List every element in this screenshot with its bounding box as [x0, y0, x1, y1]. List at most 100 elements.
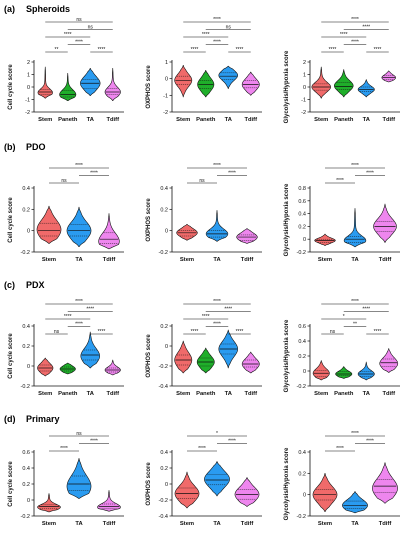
panel-c3: -0.2 0 0.2 0.4 0.6 Glycolysis/Hypoxia score St… — [284, 299, 400, 397]
x-tick-label: Stem — [180, 257, 194, 263]
y-tick-label: 0 — [165, 77, 168, 83]
panel-b1: -0.2 0 0.2 0.4 Cell cycle score Stem TA Tdiff ns… — [8, 163, 124, 263]
violin-ta — [357, 361, 375, 381]
y-tick-label: 0.2 — [298, 354, 306, 360]
panel-b2: -0.2 0 0.2 0.4 OXPHOS score Stem TA Tdiff ns ****… — [146, 163, 262, 263]
y-tick-label: -0.2 — [21, 250, 30, 256]
y-axis-label: Cell cycle score — [8, 461, 14, 507]
y-tick-label: 1 — [27, 73, 30, 79]
y-axis-label: Cell cycle score — [8, 333, 14, 379]
significance-label: **** — [329, 47, 337, 53]
x-tick-label: TA — [225, 117, 233, 123]
violin-tdiff — [236, 228, 258, 244]
x-tick-label: Tdiff — [106, 391, 119, 397]
section-title-d: Primary — [26, 414, 60, 424]
y-tick-label: 0.4 — [160, 186, 168, 192]
y-tick-label: 0 — [303, 493, 306, 499]
significance-label: **** — [366, 170, 374, 176]
y-tick-label: -1 — [301, 98, 306, 104]
y-axis-label: Glycolysis/Hypoxia score — [284, 183, 290, 256]
x-tick-label: Stem — [42, 257, 56, 263]
x-tick-label: Tdiff — [103, 521, 116, 527]
significance-label: **** — [362, 24, 370, 30]
panels-layer: -2 -1 0 1 2 Cell cycle score Stem Paneth TA Tdiff… — [8, 17, 400, 527]
violin-stem — [37, 66, 53, 99]
significance-label: **** — [340, 32, 348, 38]
y-tick-label: -0.4 — [159, 514, 168, 520]
significance-label: **** — [236, 329, 244, 335]
significance-label: **** — [60, 446, 68, 452]
x-tick-label: TA — [87, 117, 95, 123]
significance-label: ** — [353, 321, 357, 327]
significance-label: **** — [213, 299, 221, 305]
y-tick-label: 0 — [303, 237, 306, 243]
x-tick-label: Stem — [314, 117, 328, 123]
y-tick-label: -2 — [163, 110, 168, 116]
significance-label: ns — [88, 24, 94, 30]
y-tick-label: 0.4 — [22, 186, 30, 192]
y-tick-label: 0.4 — [22, 466, 30, 472]
y-tick-label: 1 — [165, 60, 168, 66]
y-tick-label: 0.6 — [298, 199, 306, 205]
y-tick-label: 2 — [303, 60, 306, 66]
x-tick-label: Stem — [176, 391, 190, 397]
x-tick-label: Tdiff — [382, 391, 395, 397]
section-label-d: (d) — [4, 414, 16, 424]
y-tick-label: 0 — [165, 482, 168, 488]
significance-label: **** — [228, 170, 236, 176]
y-tick-label: 0 — [27, 498, 30, 504]
x-tick-label: Tdiff — [244, 391, 257, 397]
significance-label: **** — [336, 178, 344, 184]
significance-label: **** — [236, 47, 244, 53]
y-tick-label: 0.2 — [22, 482, 30, 488]
section-title-b: PDO — [26, 142, 46, 152]
y-tick-label: 0 — [165, 344, 168, 350]
significance-label: ns — [226, 24, 232, 30]
y-axis-label: OXPHOS score — [146, 462, 152, 506]
significance-label: **** — [86, 306, 94, 312]
y-axis-label: OXPHOS score — [146, 198, 152, 242]
y-tick-label: 2 — [27, 60, 30, 66]
y-tick-label: -1 — [163, 93, 168, 99]
significance-label: **** — [75, 39, 83, 45]
violin-paneth — [197, 70, 215, 98]
section-title-c: PDX — [26, 280, 45, 290]
violin-paneth — [334, 69, 354, 98]
x-tick-label: Paneth — [58, 117, 78, 123]
x-tick-label: Tdiff — [382, 117, 395, 123]
x-tick-label: TA — [351, 521, 359, 527]
violin-ta — [218, 65, 238, 89]
violin-ta — [204, 461, 230, 497]
significance-label: **** — [351, 299, 359, 305]
y-tick-label: -0.2 — [297, 514, 306, 520]
x-tick-label: TA — [363, 117, 371, 123]
x-tick-label: Stem — [314, 391, 328, 397]
x-tick-label: Paneth — [196, 117, 216, 123]
x-tick-label: TA — [213, 257, 221, 263]
x-tick-label: Paneth — [58, 391, 78, 397]
violin-tdiff — [98, 213, 120, 250]
y-tick-label: 0.2 — [298, 224, 306, 230]
y-tick-label: -1 — [25, 98, 30, 104]
y-tick-label: 0.2 — [22, 344, 30, 350]
y-tick-label: 0.2 — [160, 324, 168, 330]
x-tick-label: Paneth — [196, 391, 216, 397]
x-tick-label: Tdiff — [244, 117, 257, 123]
significance-label: **** — [75, 299, 83, 305]
x-tick-label: Tdiff — [103, 257, 116, 263]
panel-a1: -2 -1 0 1 2 Cell cycle score Stem Paneth TA Tdiff… — [8, 17, 124, 123]
y-tick-label: -0.2 — [159, 364, 168, 370]
y-tick-label: -0.2 — [21, 514, 30, 520]
significance-label: **** — [98, 47, 106, 53]
violin-tdiff — [379, 348, 399, 373]
y-tick-label: 0.4 — [298, 450, 306, 456]
violin-stem — [174, 471, 200, 509]
violin-tdiff — [381, 70, 396, 83]
significance-label: ns — [76, 17, 82, 23]
significance-label: **** — [351, 17, 359, 23]
significance-label: **** — [224, 306, 232, 312]
violin-stem — [37, 357, 54, 377]
x-tick-label: Stem — [318, 521, 332, 527]
y-tick-label: -0.2 — [159, 250, 168, 256]
